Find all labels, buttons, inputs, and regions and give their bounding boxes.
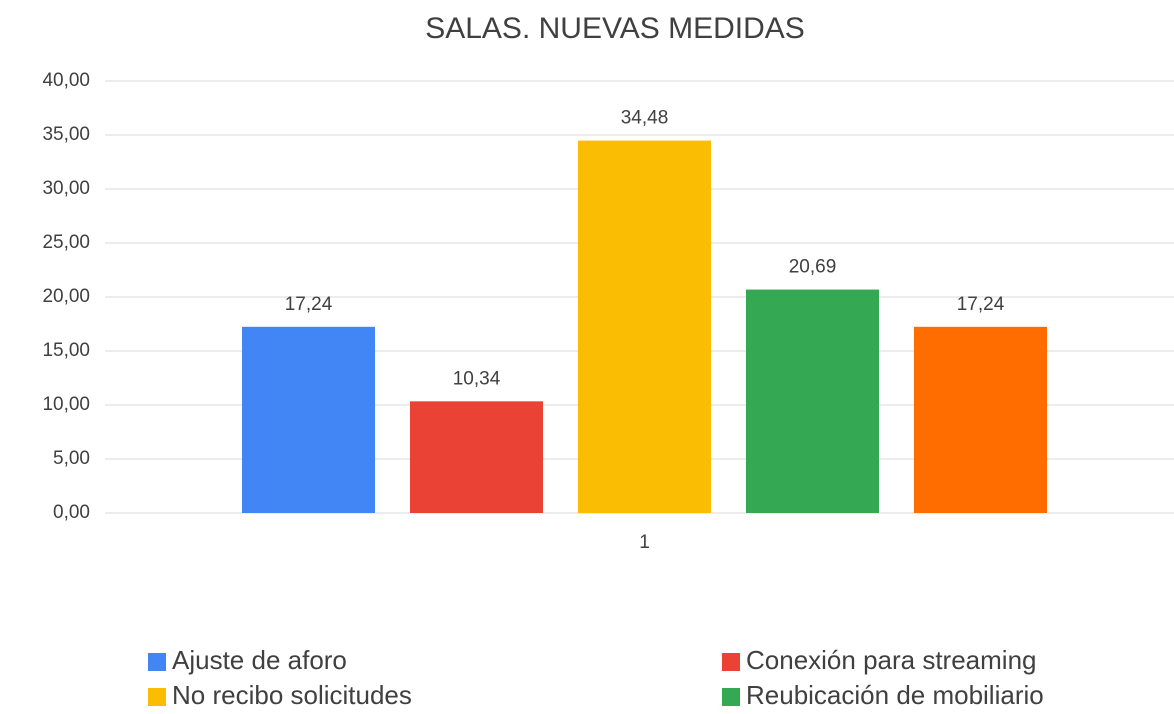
legend-label: No recibo solicitudes [172,680,412,710]
data-label: 10,34 [453,368,501,389]
data-label: 17,24 [957,294,1005,315]
bar [242,326,375,513]
y-tick-label: 25,00 [42,232,90,253]
y-tick-label: 40,00 [42,70,90,91]
legend-label: Reubicación de mobiliario [746,680,1044,710]
chart-title: SALAS. NUEVAS MEDIDAS [425,12,805,45]
y-tick-label: 20,00 [42,286,90,307]
legend-label: Ajuste de aforo [172,645,347,675]
y-tick-label: 15,00 [42,340,90,361]
legend-swatch [722,653,740,671]
bar [410,401,543,513]
data-label: 20,69 [789,257,837,278]
y-tick-label: 10,00 [42,394,90,415]
y-tick-label: 30,00 [42,178,90,199]
data-label: 34,48 [621,108,669,129]
y-tick-label: 35,00 [42,124,90,145]
bar [578,140,711,513]
legend-swatch [722,688,740,706]
y-tick-label: 0,00 [53,502,90,523]
legend-label: Conexión para streaming [746,645,1037,675]
bar [914,326,1047,513]
x-tick-label: 1 [639,532,650,553]
y-tick-label: 5,00 [53,448,90,469]
legend-swatch [148,688,166,706]
data-label: 17,24 [285,294,333,315]
legend-swatch [148,653,166,671]
bar [746,289,879,513]
